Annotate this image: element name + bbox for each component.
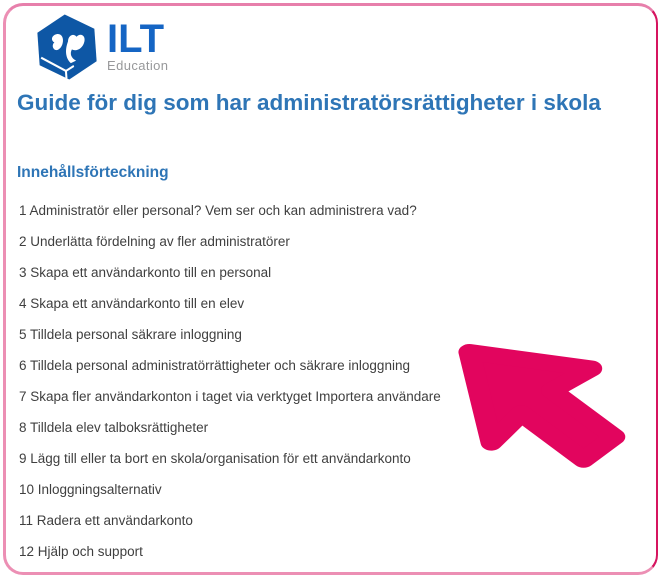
toc-item[interactable]: 11 Radera ett användarkonto xyxy=(19,513,193,528)
toc-item[interactable]: 4 Skapa ett användarkonto till en elev xyxy=(19,296,245,311)
toc-item[interactable]: 9 Lägg till eller ta bort en skola/organ… xyxy=(19,451,411,466)
logo-sub-text: Education xyxy=(107,58,169,73)
toc-item[interactable]: 1 Administratör eller personal? Vem ser … xyxy=(19,203,417,218)
toc-item[interactable]: 6 Tilldela personal administratörrättigh… xyxy=(19,358,410,373)
toc-item[interactable]: 8 Tilldela elev talboksrättigheter xyxy=(19,420,209,435)
mouse-pointer-arrow-icon xyxy=(458,344,626,468)
toc-item[interactable]: 3 Skapa ett användarkonto till en person… xyxy=(19,265,272,280)
document-page: ILT Education Guide för dig som har admi… xyxy=(3,3,658,575)
toc-list: 1 Administratör eller personal? Vem ser … xyxy=(19,204,441,576)
toc-item[interactable]: 12 Hjälp och support xyxy=(19,544,143,559)
logo-brand-text: ILT xyxy=(107,17,165,61)
toc-item[interactable]: 2 Underlätta fördelning av fler administ… xyxy=(19,234,290,249)
logo-text-block: ILT Education xyxy=(107,17,169,73)
ilt-education-logo: ILT Education xyxy=(33,13,168,81)
toc-item[interactable]: 7 Skapa fler användarkonton i taget via … xyxy=(19,389,441,404)
toc-item[interactable]: 5 Tilldela personal säkrare inloggning xyxy=(19,327,242,342)
page-title: Guide för dig som har administratörsrätt… xyxy=(17,90,601,115)
toc-heading: Innehållsförteckning xyxy=(17,164,169,181)
toc-item[interactable]: 10 Inloggningsalternativ xyxy=(19,482,162,497)
ilt-cube-icon xyxy=(37,14,97,80)
